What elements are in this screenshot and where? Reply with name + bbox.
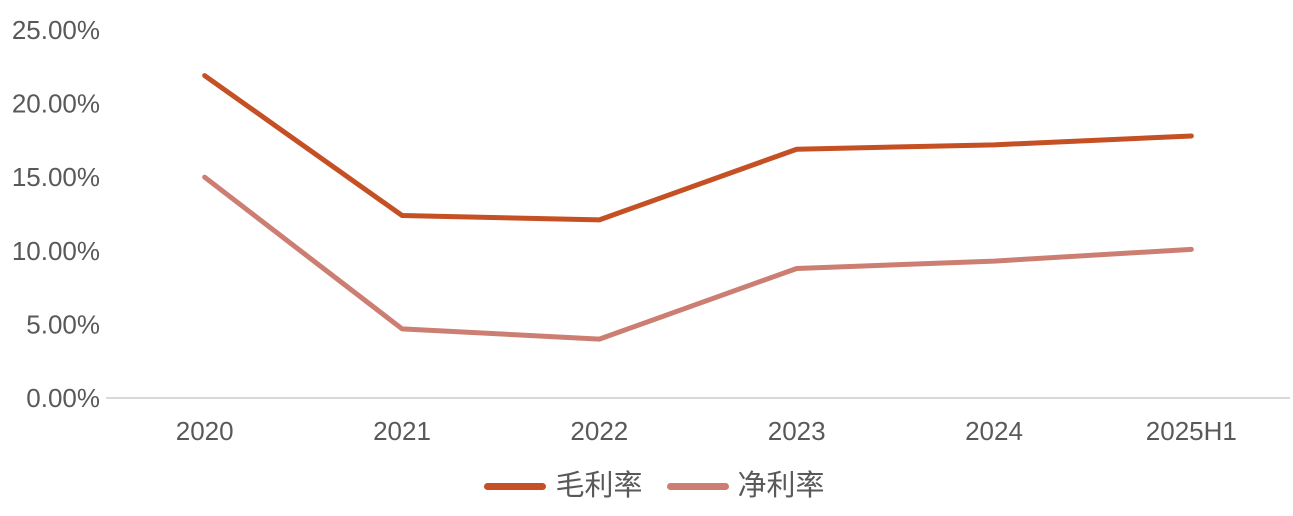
x-axis-tick-label: 2025H1 xyxy=(1146,416,1237,446)
legend-item-gross-margin: 毛利率 xyxy=(484,470,643,502)
y-axis-tick-label: 15.00% xyxy=(12,162,100,192)
series-line-gross-margin xyxy=(202,73,1194,223)
chart-legend: 毛利率 净利率 xyxy=(0,472,1293,501)
legend-label-net-margin: 净利率 xyxy=(737,470,825,502)
legend-swatch-gross-margin xyxy=(484,483,547,490)
chart-plot-area: 0.00% 5.00% 10.00% 15.00% 20.00% 25.00% 2020 20… xyxy=(12,15,1290,446)
legend-label-gross-margin: 毛利率 xyxy=(555,470,643,502)
x-axis-tick-label: 2023 xyxy=(768,416,826,446)
y-axis-tick-label: 20.00% xyxy=(12,89,100,119)
y-axis-tick-label: 5.00% xyxy=(26,309,100,339)
legend-item-net-margin: 净利率 xyxy=(666,470,825,502)
x-axis-tick-label: 2020 xyxy=(176,416,234,446)
x-axis-tick-label: 2022 xyxy=(570,416,628,446)
y-axis-tick-label: 10.00% xyxy=(12,236,100,266)
y-axis-tick-label: 0.00% xyxy=(26,383,100,413)
series-line-net-margin xyxy=(202,174,1194,342)
y-axis-tick-label: 25.00% xyxy=(12,15,100,45)
x-axis-tick-label: 2021 xyxy=(373,416,431,446)
x-axis-tick-label: 2024 xyxy=(965,416,1023,446)
legend-swatch-net-margin xyxy=(666,483,729,490)
